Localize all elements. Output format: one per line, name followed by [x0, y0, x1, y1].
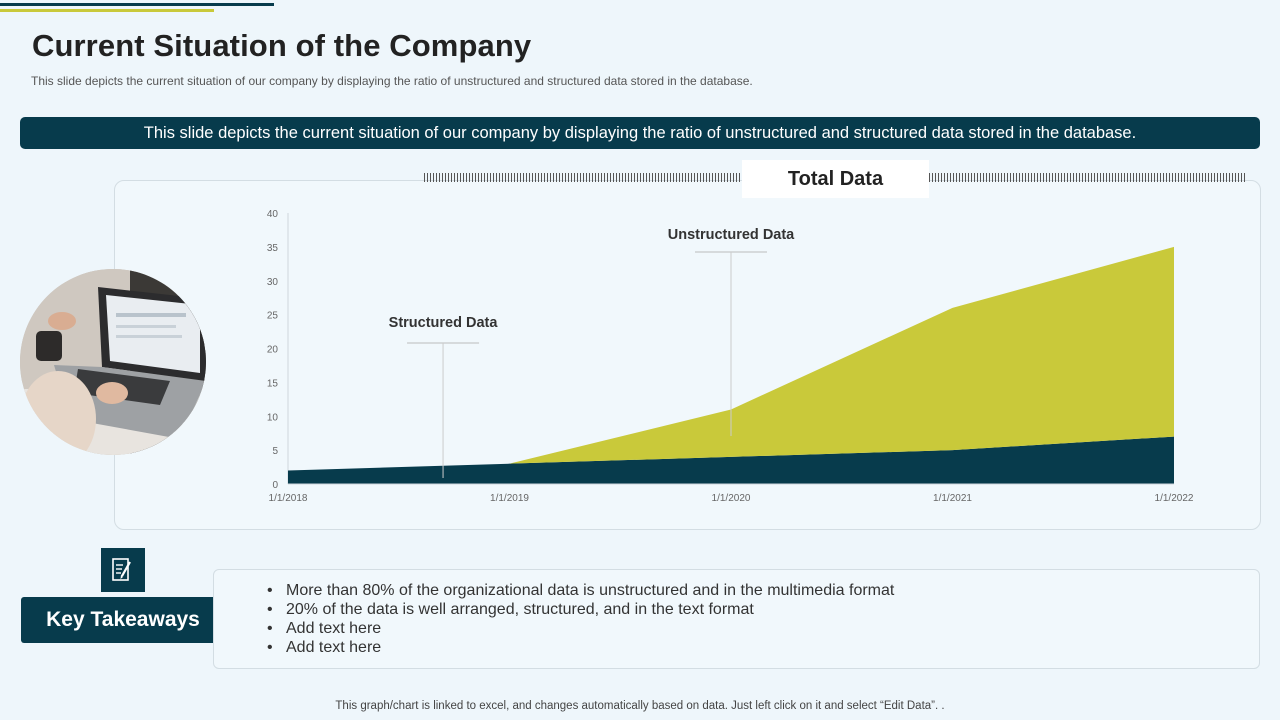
key-takeaways-text: Key Takeaways	[46, 608, 200, 631]
title-hatch-right	[929, 173, 1246, 182]
takeaway-item: 20% of the data is well arranged, struct…	[267, 600, 1259, 619]
x-tick-label: 1/1/2022	[1155, 493, 1194, 504]
x-tick-label: 1/1/2020	[712, 493, 751, 504]
y-tick-label: 25	[267, 311, 279, 322]
footer-note: This graph/chart is linked to excel, and…	[335, 700, 945, 712]
notepad-pencil-glyph	[112, 558, 131, 581]
y-tick-label: 0	[272, 480, 278, 491]
laptop-photo	[20, 269, 206, 455]
description-banner: This slide depicts the current situation…	[20, 117, 1260, 149]
page-subtitle: This slide depicts the current situation…	[31, 74, 753, 88]
y-tick-label: 30	[267, 277, 279, 288]
banner-text: This slide depicts the current situation…	[143, 123, 1137, 142]
page-title: Current Situation of the Company	[32, 28, 532, 63]
y-tick-label: 15	[267, 378, 279, 389]
key-takeaways-label: Key Takeaways	[21, 597, 225, 643]
top-accent-bar-dark	[0, 3, 274, 6]
x-tick-label: 1/1/2019	[490, 493, 529, 504]
series-area-structured-data	[288, 436, 1174, 484]
y-tick-label: 35	[267, 243, 279, 254]
title-hatch-left	[424, 173, 742, 182]
takeaways-panel: More than 80% of the organizational data…	[213, 569, 1260, 669]
top-accent-bar-lime	[0, 9, 214, 12]
series-area-unstructured-data	[288, 246, 1174, 471]
laptop-photo-image	[20, 269, 206, 455]
takeaways-list: More than 80% of the organizational data…	[214, 570, 1259, 657]
takeaway-item: Add text here	[267, 638, 1259, 657]
x-tick-label: 1/1/2018	[269, 493, 308, 504]
y-tick-label: 5	[272, 446, 278, 457]
annotation-label: Unstructured Data	[668, 227, 795, 243]
y-tick-label: 20	[267, 345, 279, 356]
takeaway-item: Add text here	[267, 619, 1259, 638]
y-tick-label: 40	[267, 209, 279, 220]
y-tick-label: 10	[267, 412, 279, 423]
chart-title: Total Data	[742, 160, 929, 198]
takeaway-item: More than 80% of the organizational data…	[267, 581, 1259, 600]
x-tick-label: 1/1/2021	[933, 493, 972, 504]
annotation-label: Structured Data	[389, 315, 499, 331]
notepad-pencil-icon	[101, 548, 145, 592]
